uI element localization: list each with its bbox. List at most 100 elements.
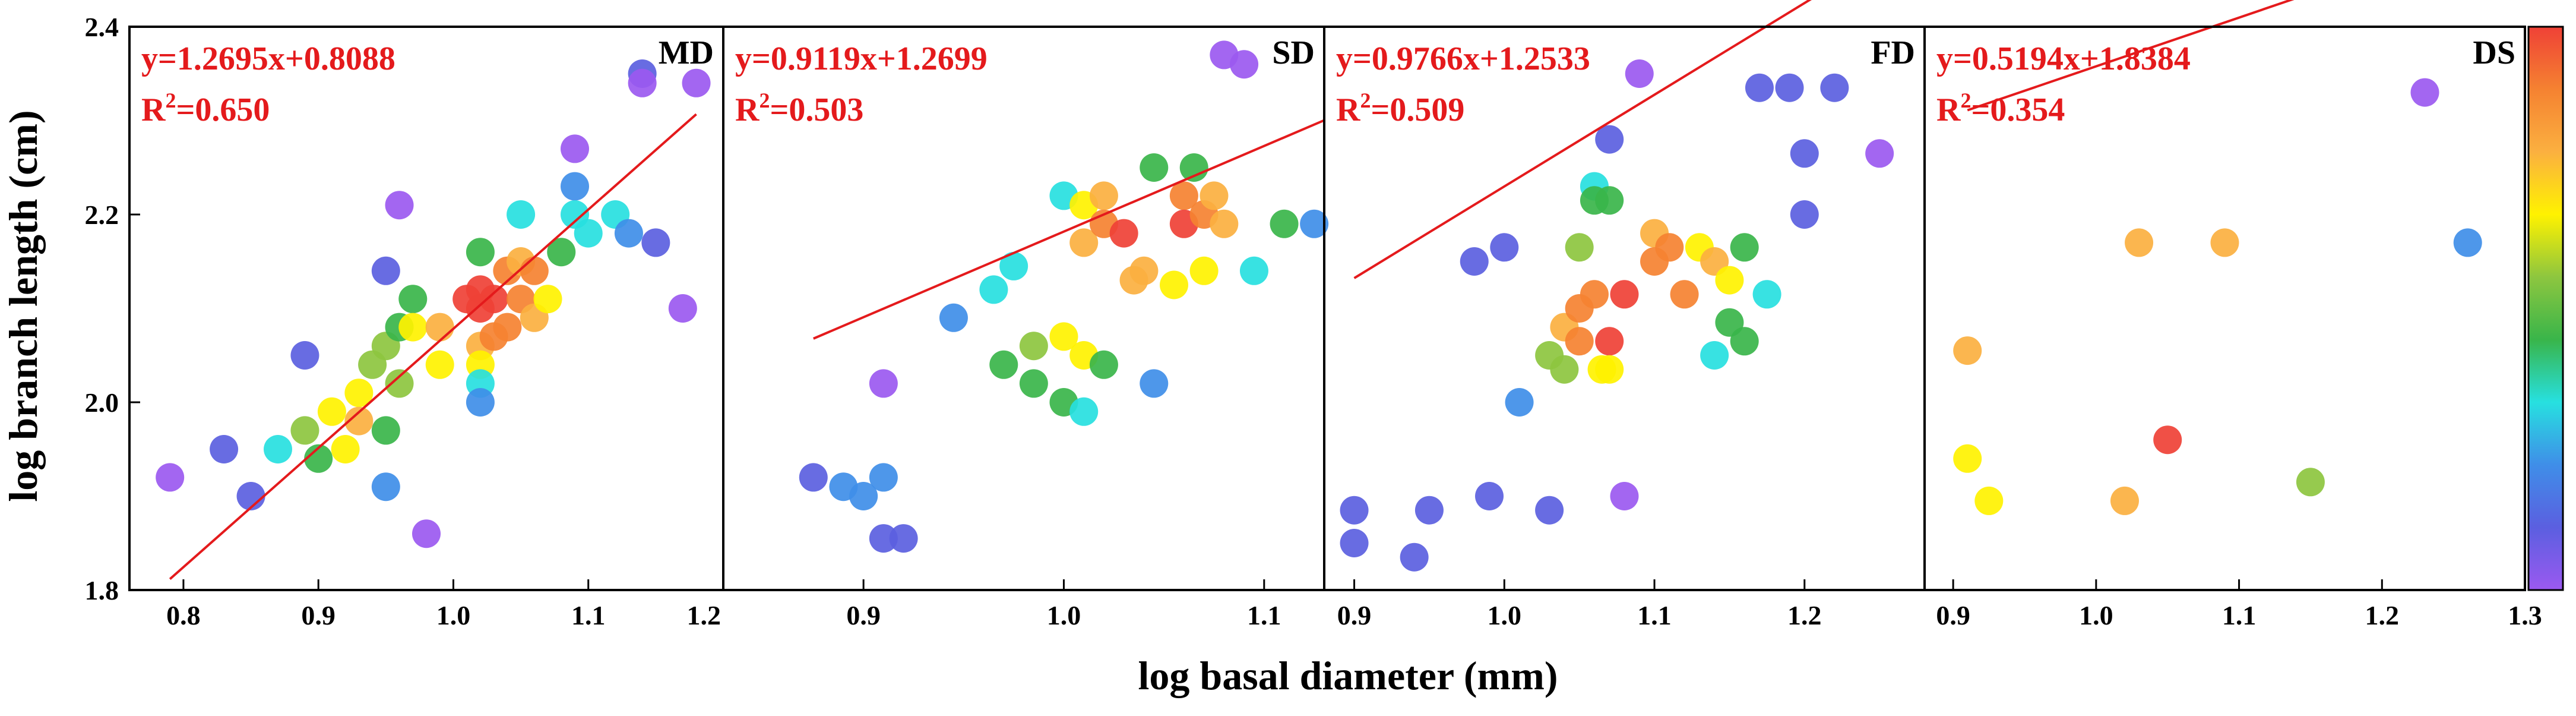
data-point	[304, 444, 333, 473]
data-point	[1775, 73, 1804, 102]
data-point	[2453, 228, 2482, 257]
y-tick-label: 2.4	[85, 12, 119, 42]
data-point	[614, 219, 643, 248]
data-point	[1160, 270, 1188, 299]
r-squared-prefix: R	[141, 92, 166, 128]
data-point	[1069, 228, 1099, 257]
fit-line	[1967, 0, 2295, 112]
data-point	[264, 435, 292, 463]
data-point	[1565, 327, 1594, 356]
data-point	[1049, 322, 1078, 351]
x-tick-label: 1.0	[1047, 600, 1081, 630]
data-point	[371, 416, 400, 445]
x-tick-label: 1.1	[1247, 600, 1281, 630]
data-point	[1189, 256, 1219, 285]
data-point	[290, 416, 319, 445]
r-squared-prefix: R	[735, 92, 759, 128]
data-point	[1019, 369, 1048, 398]
data-point	[507, 200, 536, 229]
panel-label: SD	[1272, 34, 1315, 71]
data-point	[317, 397, 346, 426]
data-point	[210, 435, 239, 463]
data-point	[1340, 496, 1369, 525]
data-point	[385, 369, 414, 398]
data-point	[1210, 209, 1239, 238]
data-point	[1745, 73, 1774, 102]
data-point	[2153, 425, 2182, 455]
data-point	[668, 294, 697, 323]
data-point	[385, 191, 414, 220]
fit-line	[169, 113, 697, 581]
data-point	[939, 303, 968, 332]
data-point	[799, 463, 828, 492]
data-point	[1460, 247, 1489, 276]
data-point	[1700, 341, 1729, 370]
data-point	[1974, 486, 2004, 515]
data-point	[1200, 181, 1229, 210]
x-tick-label: 1.0	[436, 600, 471, 630]
r-squared-superscript: 2	[1360, 89, 1371, 112]
data-point	[1580, 280, 1609, 309]
data-point	[2410, 78, 2439, 107]
data-point	[1752, 280, 1781, 309]
data-point	[1610, 280, 1639, 309]
r-squared-prefix: R	[1936, 92, 1961, 128]
data-point	[1715, 266, 1744, 295]
data-point	[561, 134, 589, 163]
y-tick-label: 1.8	[85, 575, 119, 605]
data-point	[1535, 496, 1564, 525]
fit-line	[1353, 0, 1812, 279]
x-tick-label: 0.9	[846, 600, 881, 630]
data-point	[1670, 280, 1699, 309]
data-point	[290, 341, 319, 370]
data-point	[1230, 50, 1259, 79]
data-point	[1270, 209, 1299, 238]
y-axis-title: log branch length (cm)	[1, 110, 46, 501]
data-point	[1790, 200, 1819, 229]
panel-frame	[1923, 26, 2526, 591]
panels-layer: 0.8 0.9 1.0 1.1 1.2y=1.2695x+0.8088R2=0.650M…	[128, 0, 2542, 630]
x-tick-label: 1.1	[2222, 600, 2257, 630]
data-point	[412, 519, 441, 548]
r-squared-superscript: 2	[165, 89, 176, 112]
r-squared: R2=0.509	[1336, 89, 1464, 128]
panel-fd: 0.9 1.0 1.1 1.2 y=0.9766x+1.2533 R2=0.509 FD	[1323, 0, 1926, 630]
data-point	[979, 275, 1008, 304]
r-squared-superscript: 2	[1960, 89, 1971, 112]
data-point	[371, 256, 400, 285]
fit-line	[813, 119, 1325, 340]
data-point	[561, 172, 589, 201]
panel-label: FD	[1871, 34, 1915, 71]
data-point	[1655, 233, 1684, 262]
x-tick-label: 0.9	[301, 600, 336, 630]
data-point	[344, 378, 374, 408]
data-point	[371, 472, 400, 501]
x-tick-label: 1.0	[1488, 600, 1522, 630]
data-point	[547, 238, 576, 267]
y-tick-label: 2.0	[85, 387, 119, 418]
data-point	[1595, 186, 1624, 215]
data-point	[1550, 355, 1579, 384]
r-squared-value: =0.509	[1371, 92, 1464, 128]
data-point	[2296, 468, 2325, 497]
x-tick-label: 1.3	[2508, 600, 2542, 630]
data-point	[2125, 228, 2154, 257]
data-point	[989, 350, 1018, 379]
panel-label: MD	[659, 34, 714, 71]
data-point	[398, 285, 428, 314]
x-tick-label: 1.0	[2079, 600, 2113, 630]
x-tick-label: 1.2	[687, 600, 721, 630]
panel-sd: 0.9 1.0 1.1 y=0.9119x+1.2699 R2=0.503 SD	[722, 26, 1329, 630]
data-point	[236, 482, 265, 510]
data-point	[1069, 397, 1099, 426]
x-tick-label: 0.9	[1337, 600, 1372, 630]
data-point	[869, 369, 898, 398]
data-point	[479, 285, 508, 314]
r-squared-value: =0.650	[176, 92, 270, 128]
regression-equation: y=0.5194x+1.8384	[1936, 40, 2191, 77]
regression-equation: y=1.2695x+0.8088	[141, 40, 395, 77]
data-point	[1505, 388, 1534, 417]
data-point	[1109, 219, 1138, 248]
data-point	[1625, 59, 1654, 88]
x-axis-title: log basal diameter (mm)	[1138, 653, 1558, 698]
